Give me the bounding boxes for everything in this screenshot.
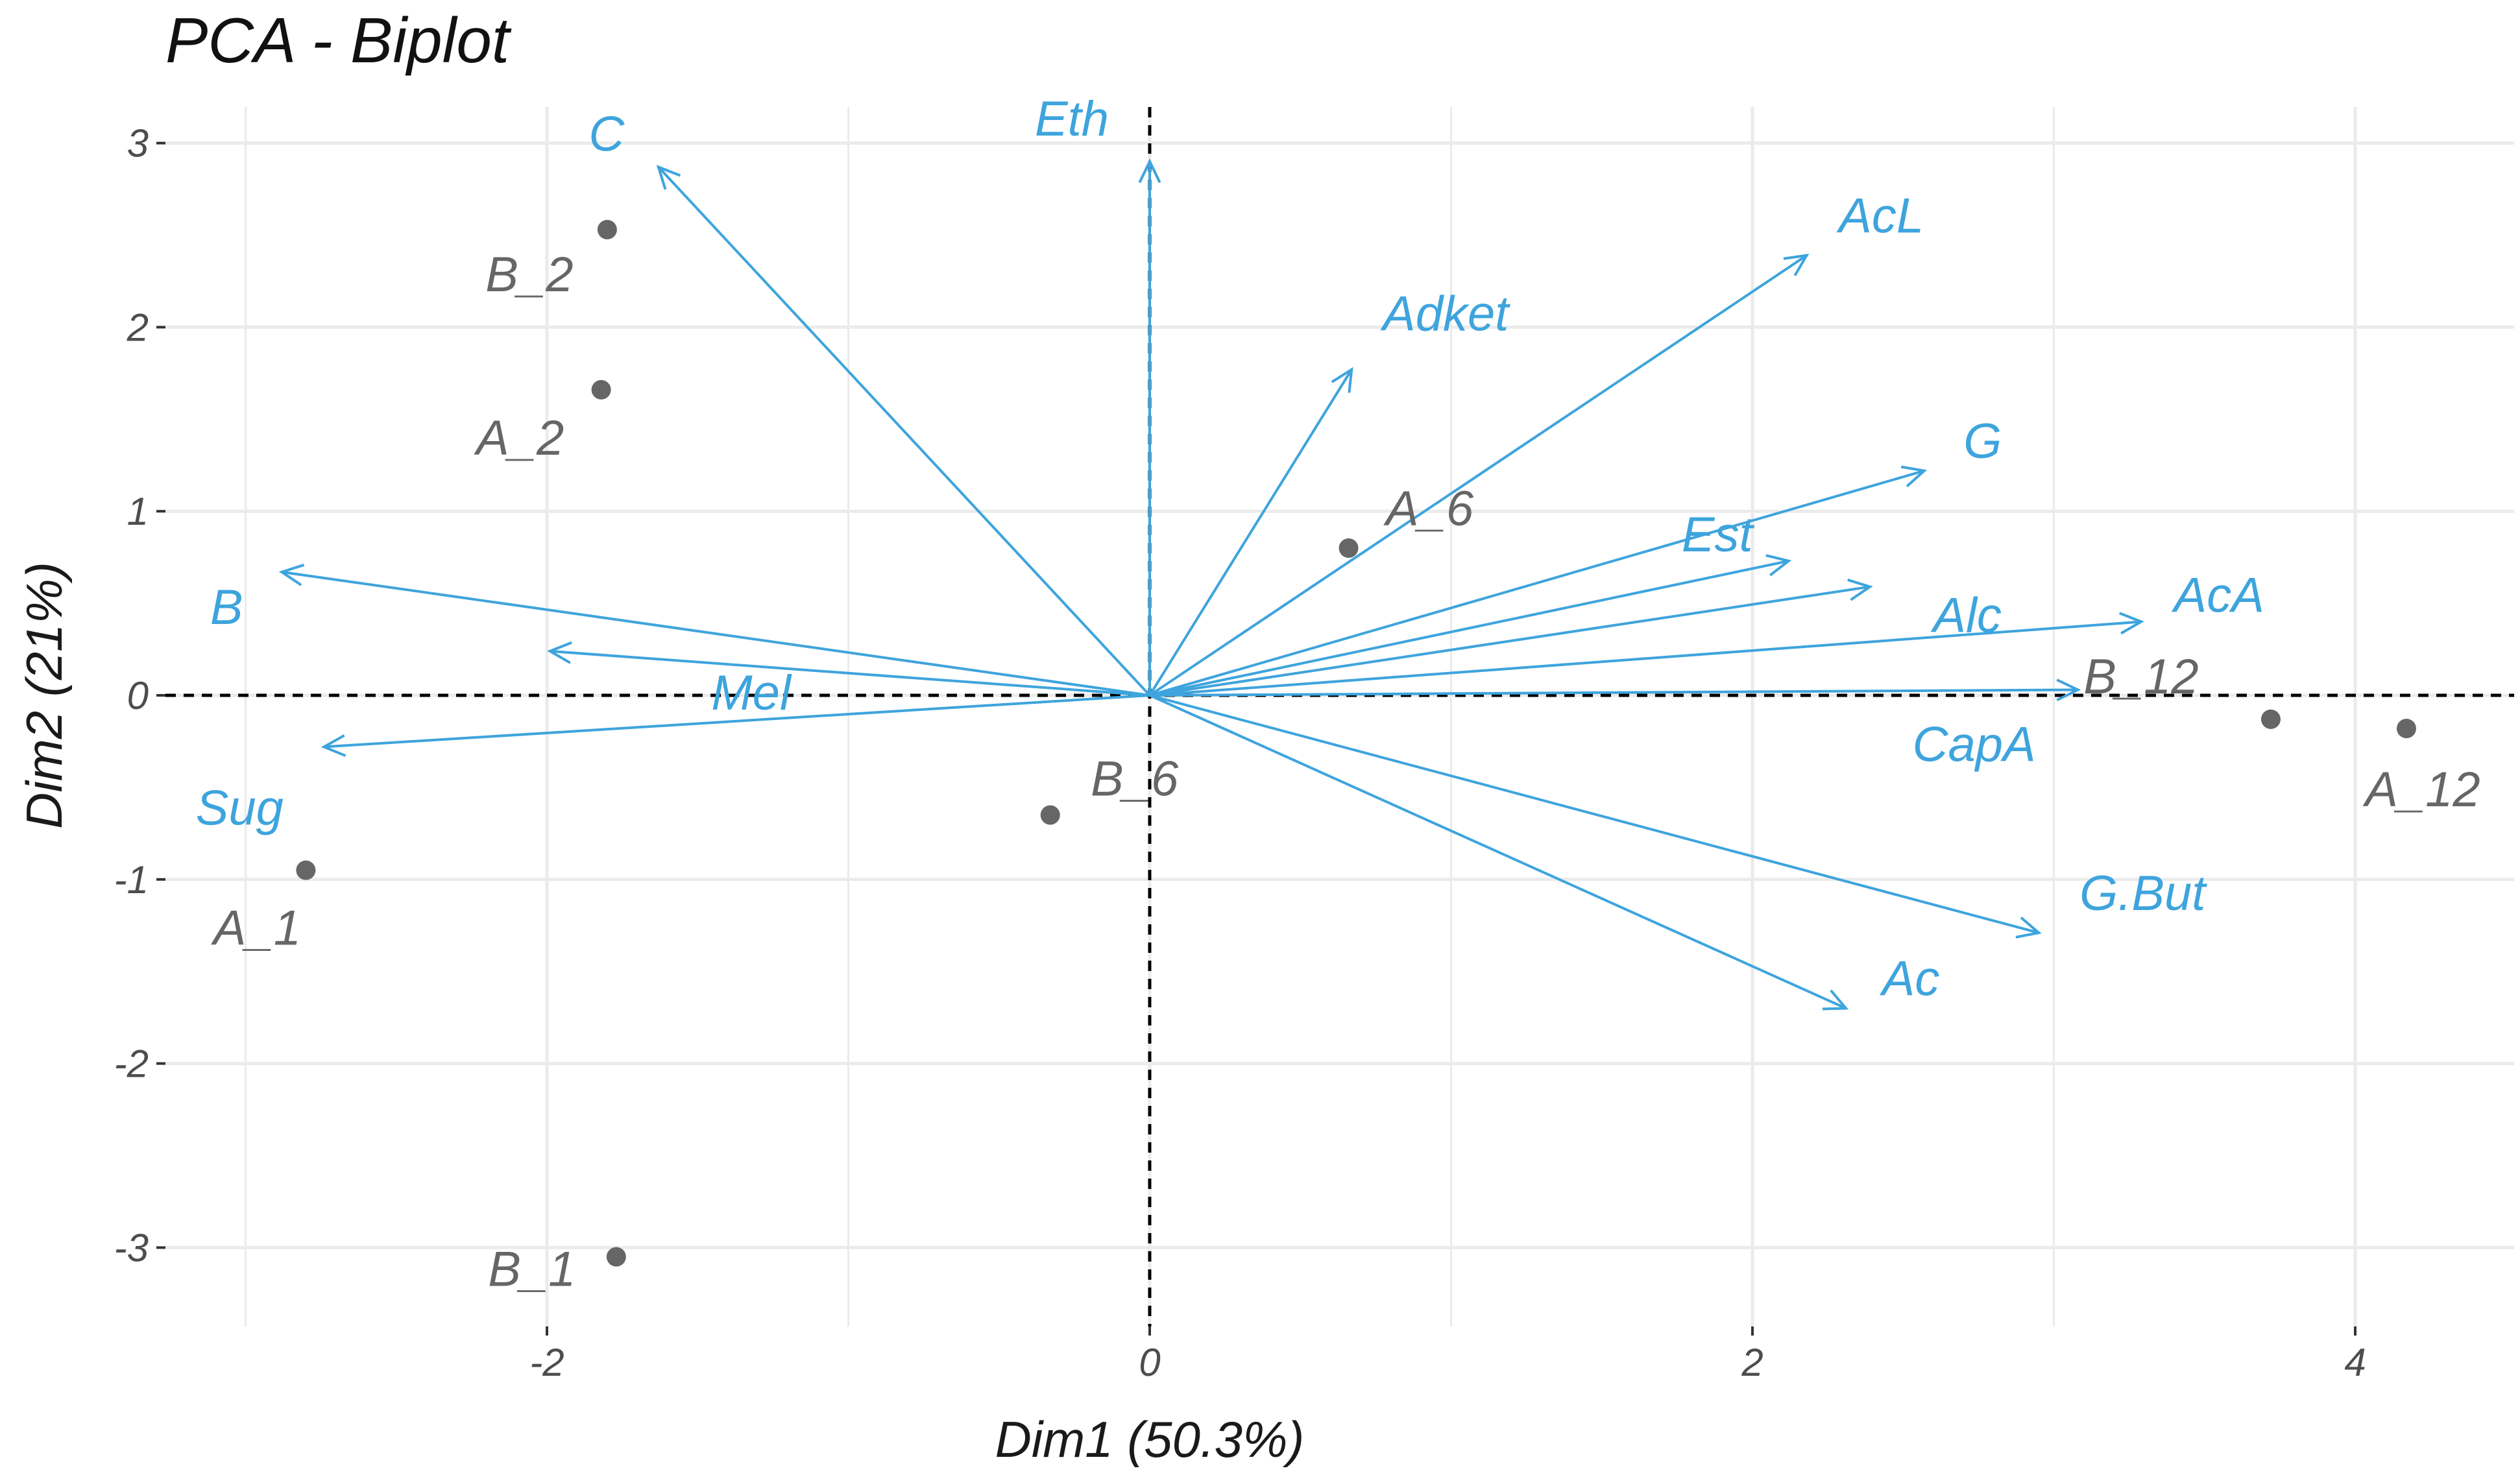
arrowhead-Alc: [1847, 578, 1873, 601]
arrow-Ac: [1149, 694, 1847, 1010]
arrowhead-G.But: [2015, 917, 2042, 939]
individual-points: [296, 219, 2416, 1267]
y-tick-label: -3: [114, 1226, 149, 1269]
y-tick-label: 2: [127, 306, 149, 349]
arrow-CapA: [1149, 688, 2078, 697]
individual-label-B_6: B_6: [1091, 751, 1179, 806]
arrow-Adket: [1148, 368, 1353, 697]
individual-label-A_6: A_6: [1383, 481, 1474, 536]
arrowhead-C: [656, 165, 681, 190]
y-tick-label: -1: [114, 858, 149, 902]
arrow-Alc: [1149, 585, 1871, 697]
y-axis-label: Dim2 (21%): [16, 562, 73, 829]
variable-label-B: B: [210, 580, 243, 635]
point-A_12: [2396, 719, 2416, 739]
individual-label-A_2: A_2: [474, 411, 564, 466]
arrowhead-Eth: [1138, 158, 1161, 184]
y-axis-ticks: -3 -2 -1 0 1 2 3: [114, 122, 165, 1269]
variable-label-Ac: Ac: [1880, 951, 1940, 1006]
arrowhead-AcA: [2118, 612, 2144, 635]
variable-label-Alc: Alc: [1930, 588, 2002, 643]
arrowhead-Adket: [1331, 366, 1353, 393]
x-tick-label: 0: [1139, 1341, 1160, 1384]
arrowhead-Sug: [321, 734, 346, 757]
individual-label-B_12: B_12: [2083, 649, 2199, 704]
x-axis-ticks: -2 0 2 4: [529, 1326, 2366, 1384]
variable-label-G.But: G.But: [2079, 866, 2207, 921]
arrow-Sug: [324, 694, 1150, 749]
y-tick-label: -2: [114, 1042, 149, 1086]
variable-arrows: [278, 158, 2144, 1011]
variable-label-Mel: Mel: [711, 666, 792, 721]
variable-label-CapA: CapA: [1913, 717, 2036, 772]
point-B_6: [1040, 805, 1060, 825]
arrowhead-B: [278, 564, 305, 586]
variable-label-AcL: AcL: [1836, 189, 1924, 244]
point-B_2: [597, 219, 617, 239]
arrowhead-Mel: [547, 641, 572, 664]
variable-label-Eth: Eth: [1035, 91, 1109, 147]
x-axis-label: Dim1 (50.3%): [995, 1411, 1305, 1468]
arrowhead-CapA: [2056, 678, 2081, 702]
individual-label-B_2: B_2: [485, 247, 573, 302]
individual-label-B_1: B_1: [488, 1242, 575, 1297]
y-tick-label: 1: [127, 490, 149, 533]
x-tick-label: -2: [529, 1341, 564, 1384]
arrow-Mel: [550, 649, 1150, 697]
x-tick-label: 2: [1741, 1341, 1763, 1384]
arrow-AcA: [1149, 620, 2142, 697]
y-tick-label: 3: [127, 122, 149, 165]
variable-label-Sug: Sug: [196, 780, 284, 835]
arrow-C: [657, 166, 1151, 697]
arrow-B: [281, 570, 1150, 697]
variable-label-Adket: Adket: [1380, 287, 1510, 342]
arrowhead-Est: [1765, 554, 1792, 577]
individual-labels: B_2 A_2 A_6 B_6 A_1 B_1 B_12 A_12: [211, 247, 2480, 1297]
grid-minor: [245, 107, 2055, 1326]
x-tick-label: 4: [2344, 1341, 2366, 1384]
variable-labels: C Eth AcL Adket G Est Alc AcA CapA B Mel Sug G.But Ac: [196, 91, 2264, 1006]
y-tick-label: 0: [127, 674, 149, 717]
arrowhead-AcL: [1783, 254, 1810, 276]
arrow-G.But: [1149, 694, 2039, 935]
variable-label-C: C: [588, 106, 625, 162]
arrow-G: [1149, 469, 1925, 697]
arrowhead-Ac: [1822, 989, 1849, 1011]
arrow-Est: [1149, 559, 1789, 697]
point-B_12: [2260, 709, 2281, 729]
variable-label-AcA: AcA: [2172, 568, 2264, 623]
variable-label-G: G: [1963, 414, 2002, 469]
arrowhead-G: [1900, 465, 1928, 488]
individual-label-A_12: A_12: [2362, 762, 2480, 817]
point-A_2: [591, 379, 611, 400]
point-A_1: [296, 860, 316, 880]
point-A_6: [1339, 538, 1359, 558]
variable-label-Est: Est: [1682, 507, 1755, 562]
chart-title: PCA - Biplot: [165, 5, 512, 76]
point-B_1: [606, 1247, 626, 1267]
arrow-AcL: [1148, 254, 1808, 697]
individual-label-A_1: A_1: [211, 901, 301, 956]
